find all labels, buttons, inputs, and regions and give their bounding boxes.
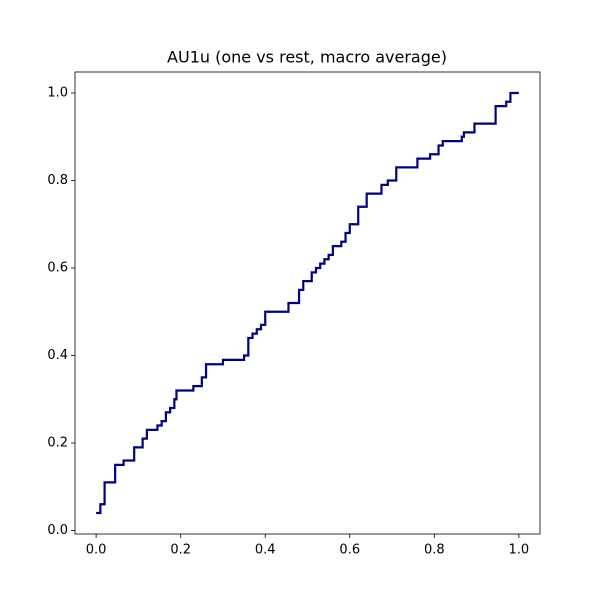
x-tick-label: 1.0 — [509, 543, 530, 558]
plot-frame — [74, 71, 541, 535]
x-tick-label: 0.0 — [86, 543, 107, 558]
x-tick-label: 0.2 — [170, 543, 191, 558]
x-tick-label: 0.4 — [255, 543, 276, 558]
y-tick-label: 0.6 — [47, 261, 68, 276]
y-tick-label: 0.8 — [47, 173, 68, 188]
x-tick-label: 0.8 — [424, 543, 445, 558]
y-tick-label: 1.0 — [47, 86, 68, 101]
chart-title: AU1u (one vs rest, macro average) — [167, 48, 447, 67]
y-tick-label: 0.0 — [47, 523, 68, 538]
y-tick-label: 0.4 — [47, 348, 68, 363]
line — [96, 91, 519, 515]
y-tick-label: 0.2 — [47, 436, 68, 451]
x-tick-label: 0.6 — [339, 543, 360, 558]
